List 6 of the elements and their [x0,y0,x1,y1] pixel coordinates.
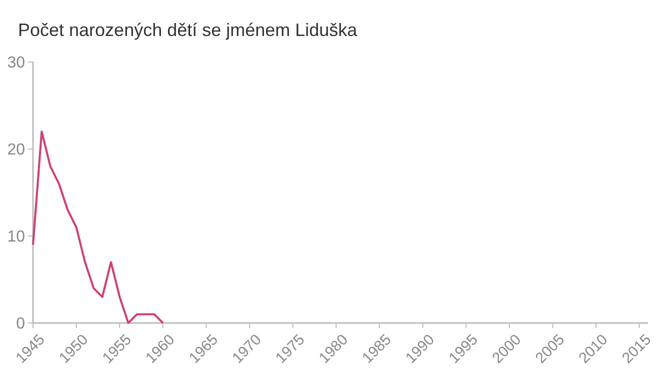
chart-title: Počet narozených dětí se jménem Liduška [18,20,358,40]
y-tick-label: 10 [7,228,26,246]
line-series [32,130,164,324]
y-tick-label: 30 [7,54,26,72]
y-tick-label: 0 [16,316,26,333]
y-tick-label: 20 [7,142,26,159]
